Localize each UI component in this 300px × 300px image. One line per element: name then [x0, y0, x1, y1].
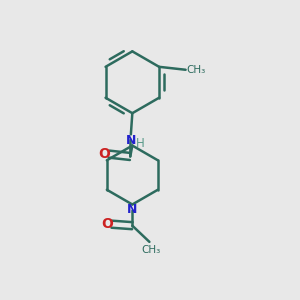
Text: CH₃: CH₃: [187, 65, 206, 75]
Text: O: O: [99, 146, 111, 161]
Text: N: N: [127, 203, 137, 216]
Text: CH₃: CH₃: [141, 245, 160, 255]
Text: N: N: [125, 134, 136, 147]
Text: O: O: [101, 217, 113, 231]
Text: H: H: [136, 137, 145, 150]
